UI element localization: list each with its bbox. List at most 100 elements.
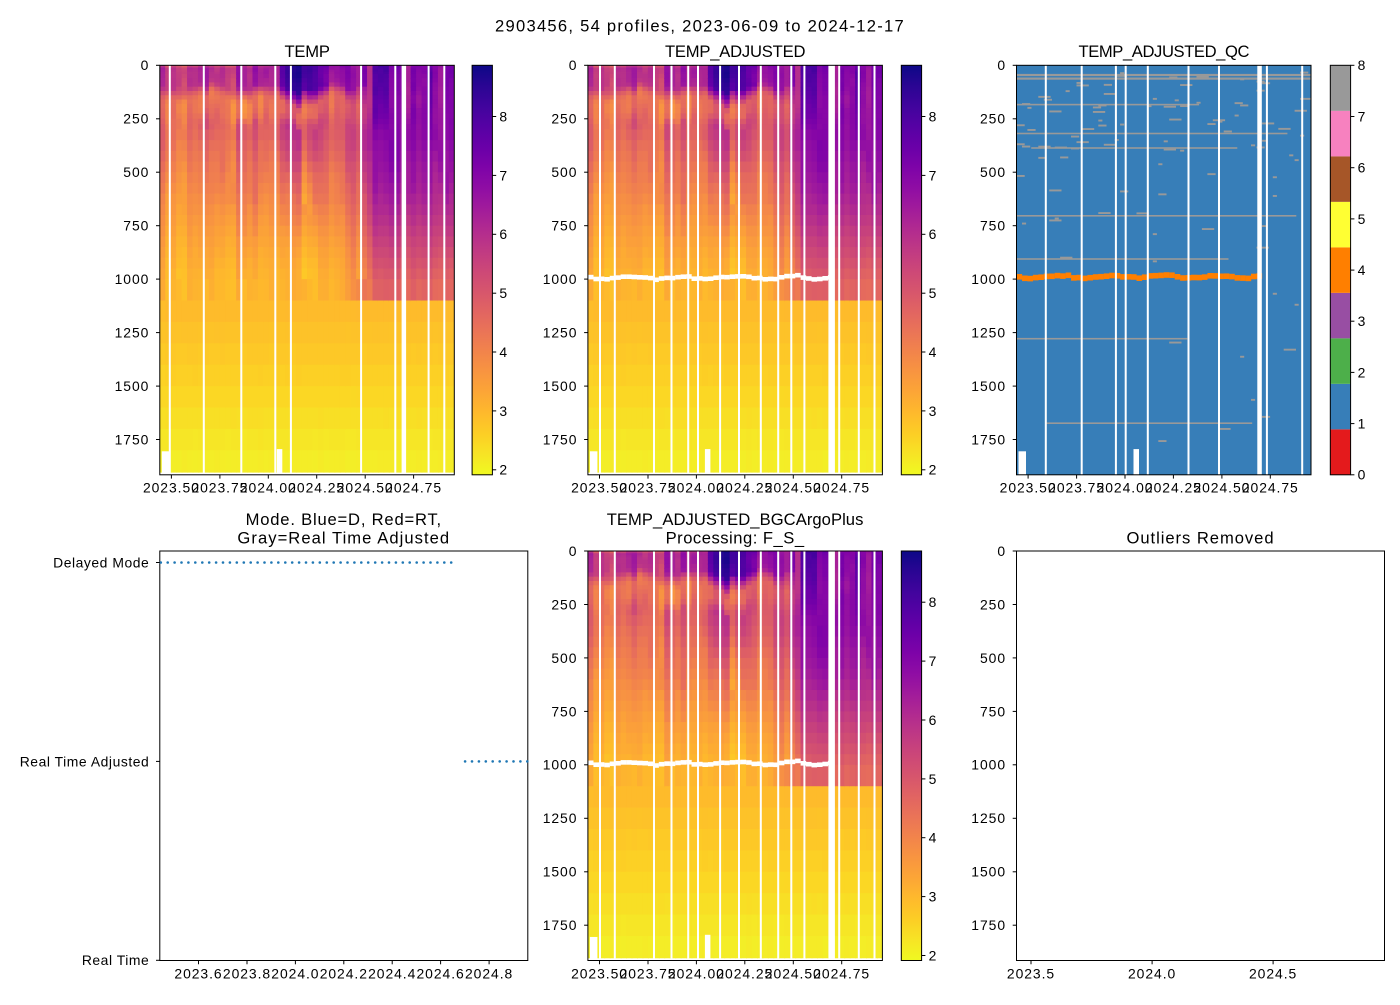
svg-text:5: 5 — [1358, 211, 1366, 227]
svg-text:Delayed Mode: Delayed Mode — [53, 554, 149, 570]
svg-text:6: 6 — [1358, 160, 1366, 176]
svg-text:750: 750 — [123, 218, 149, 234]
svg-text:750: 750 — [980, 703, 1006, 719]
svg-text:2023.50: 2023.50 — [143, 480, 200, 496]
svg-text:250: 250 — [980, 596, 1006, 612]
svg-text:2024.00: 2024.00 — [668, 965, 725, 981]
svg-text:1000: 1000 — [971, 757, 1006, 773]
svg-text:2024.25: 2024.25 — [1145, 480, 1202, 496]
svg-text:6: 6 — [929, 226, 937, 242]
svg-text:7: 7 — [929, 653, 937, 669]
svg-text:0: 0 — [569, 57, 578, 73]
svg-text:2: 2 — [499, 462, 507, 478]
svg-text:5: 5 — [499, 285, 507, 301]
svg-text:2024.00: 2024.00 — [1097, 480, 1154, 496]
svg-text:3: 3 — [499, 403, 507, 419]
svg-text:7: 7 — [499, 167, 507, 183]
svg-text:6: 6 — [929, 712, 937, 728]
svg-text:2023.75: 2023.75 — [191, 480, 248, 496]
svg-text:2023.75: 2023.75 — [1048, 480, 1105, 496]
svg-text:750: 750 — [551, 703, 577, 719]
svg-text:1250: 1250 — [971, 810, 1006, 826]
svg-text:1250: 1250 — [543, 810, 578, 826]
svg-text:4: 4 — [929, 344, 937, 360]
svg-text:2024.4: 2024.4 — [368, 965, 416, 981]
svg-text:Gray=Real Time Adjusted: Gray=Real Time Adjusted — [237, 528, 450, 547]
svg-text:1750: 1750 — [971, 431, 1006, 447]
svg-text:3: 3 — [929, 403, 937, 419]
svg-text:2024.5: 2024.5 — [1249, 965, 1297, 981]
svg-text:2024.50: 2024.50 — [765, 480, 822, 496]
svg-text:1250: 1250 — [971, 325, 1006, 341]
svg-text:2024.8: 2024.8 — [465, 965, 513, 981]
svg-text:500: 500 — [123, 164, 149, 180]
svg-text:8: 8 — [499, 108, 507, 124]
svg-text:250: 250 — [551, 111, 577, 127]
svg-text:5: 5 — [929, 771, 937, 787]
svg-text:1000: 1000 — [115, 271, 150, 287]
svg-text:2: 2 — [929, 462, 937, 478]
svg-text:2023.75: 2023.75 — [620, 480, 677, 496]
svg-text:4: 4 — [929, 830, 937, 846]
svg-text:1500: 1500 — [971, 864, 1006, 880]
svg-text:TEMP_ADJUSTED: TEMP_ADJUSTED — [665, 42, 806, 61]
svg-text:2023.5: 2023.5 — [1007, 965, 1055, 981]
svg-text:TEMP_ADJUSTED_QC: TEMP_ADJUSTED_QC — [1078, 42, 1249, 61]
svg-text:2024.50: 2024.50 — [765, 965, 822, 981]
svg-text:2024.00: 2024.00 — [240, 480, 297, 496]
svg-text:6: 6 — [499, 226, 507, 242]
svg-text:2024.25: 2024.25 — [716, 480, 773, 496]
svg-text:1000: 1000 — [543, 757, 578, 773]
svg-text:2023.75: 2023.75 — [620, 965, 677, 981]
svg-text:2024.6: 2024.6 — [417, 965, 465, 981]
svg-text:0: 0 — [997, 543, 1006, 559]
svg-text:2024.75: 2024.75 — [813, 965, 870, 981]
svg-text:2024.2: 2024.2 — [320, 965, 368, 981]
svg-text:4: 4 — [499, 344, 507, 360]
svg-text:1750: 1750 — [971, 917, 1006, 933]
svg-text:TEMP_ADJUSTED_BGCArgoPlus: TEMP_ADJUSTED_BGCArgoPlus — [607, 510, 864, 529]
svg-text:1750: 1750 — [543, 431, 578, 447]
svg-text:Outliers Removed: Outliers Removed — [1127, 528, 1275, 547]
svg-text:1: 1 — [1358, 416, 1366, 432]
svg-text:2023.6: 2023.6 — [174, 965, 222, 981]
svg-text:1250: 1250 — [543, 325, 578, 341]
svg-text:1500: 1500 — [543, 378, 578, 394]
svg-text:250: 250 — [980, 111, 1006, 127]
svg-text:1500: 1500 — [115, 378, 150, 394]
svg-text:2024.0: 2024.0 — [1128, 965, 1176, 981]
svg-text:500: 500 — [980, 164, 1006, 180]
svg-text:2: 2 — [929, 947, 937, 963]
svg-text:2024.25: 2024.25 — [716, 965, 773, 981]
svg-text:1000: 1000 — [971, 271, 1006, 287]
svg-text:2023.8: 2023.8 — [223, 965, 271, 981]
svg-text:0: 0 — [997, 57, 1006, 73]
svg-text:8: 8 — [929, 108, 937, 124]
svg-text:500: 500 — [980, 650, 1006, 666]
svg-text:5: 5 — [929, 285, 937, 301]
svg-text:3: 3 — [1358, 313, 1366, 329]
svg-text:Processing: F_S_: Processing: F_S_ — [666, 528, 805, 547]
svg-text:500: 500 — [551, 164, 577, 180]
svg-text:7: 7 — [929, 167, 937, 183]
svg-text:8: 8 — [929, 594, 937, 610]
svg-text:0: 0 — [1358, 467, 1366, 483]
svg-text:Real Time Adjusted: Real Time Adjusted — [20, 753, 150, 769]
svg-text:2023.50: 2023.50 — [571, 480, 628, 496]
svg-text:750: 750 — [980, 218, 1006, 234]
svg-text:2024.75: 2024.75 — [1242, 480, 1299, 496]
svg-text:7: 7 — [1358, 108, 1366, 124]
svg-text:1250: 1250 — [115, 325, 150, 341]
svg-text:2903456, 54 profiles, 2023-06-: 2903456, 54 profiles, 2023-06-09 to 2024… — [495, 17, 905, 36]
svg-text:3: 3 — [929, 889, 937, 905]
svg-text:1500: 1500 — [543, 864, 578, 880]
svg-text:1750: 1750 — [543, 917, 578, 933]
svg-text:2024.25: 2024.25 — [288, 480, 345, 496]
svg-text:0: 0 — [141, 57, 150, 73]
svg-text:Mode. Blue=D, Red=RT,: Mode. Blue=D, Red=RT, — [246, 510, 442, 529]
svg-text:1500: 1500 — [971, 378, 1006, 394]
svg-text:2024.50: 2024.50 — [337, 480, 394, 496]
svg-text:2023.50: 2023.50 — [571, 965, 628, 981]
svg-text:TEMP: TEMP — [284, 42, 329, 61]
svg-text:2024.75: 2024.75 — [385, 480, 442, 496]
